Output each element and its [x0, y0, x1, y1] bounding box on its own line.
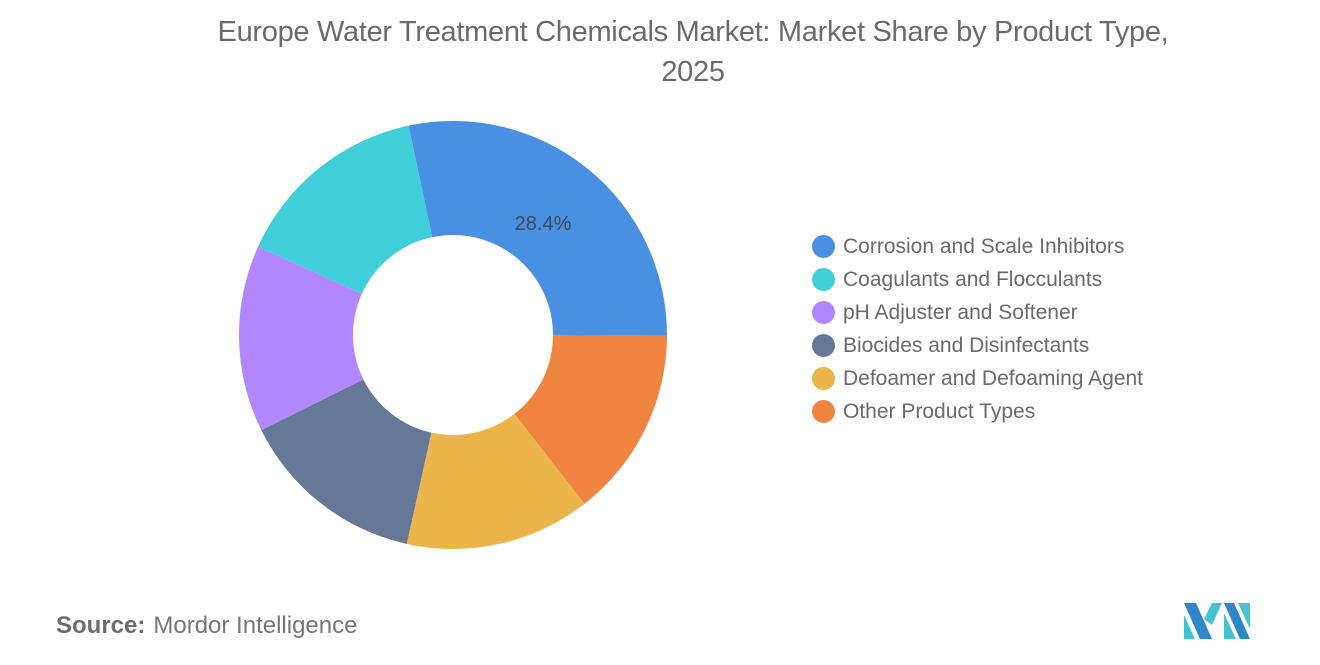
legend-label: Biocides and Disinfectants	[843, 333, 1090, 357]
legend-label: Other Product Types	[843, 399, 1036, 423]
legend-item-ph-adjuster[interactable]: pH Adjuster and Softener	[812, 296, 1143, 329]
slice-coagulants-and-flocculants[interactable]	[258, 125, 433, 294]
legend-dot-icon	[812, 367, 835, 390]
slice-defoamer-and-defoaming-agent[interactable]	[406, 413, 585, 549]
legend-label: pH Adjuster and Softener	[843, 300, 1078, 324]
legend-dot-icon	[812, 334, 835, 357]
legend-item-other[interactable]: Other Product Types	[812, 395, 1143, 428]
legend-item-corrosion[interactable]: Corrosion and Scale Inhibitors	[812, 230, 1143, 263]
source-value: Mordor Intelligence	[153, 612, 358, 639]
legend-item-coagulants[interactable]: Coagulants and Flocculants	[812, 263, 1143, 296]
slice-corrosion-and-scale-inhibitors[interactable]	[408, 121, 667, 336]
legend-item-defoamer[interactable]: Defoamer and Defoaming Agent	[812, 362, 1143, 395]
legend-dot-icon	[812, 268, 835, 291]
slice-biocides-and-disinfectants[interactable]	[261, 379, 432, 544]
legend-dot-icon	[812, 301, 835, 324]
slice-other-product-types[interactable]	[514, 335, 667, 504]
donut-slices	[239, 121, 667, 549]
chart-title-line1: Europe Water Treatment Chemicals Market:…	[217, 16, 1169, 48]
legend: Corrosion and Scale Inhibitors Coagulant…	[812, 230, 1143, 428]
legend-label: Corrosion and Scale Inhibitors	[843, 234, 1125, 258]
legend-item-biocides[interactable]: Biocides and Disinfectants	[812, 329, 1143, 362]
source-note: Source: Mordor Intelligence	[56, 612, 357, 640]
legend-label: Defoamer and Defoaming Agent	[843, 366, 1144, 390]
legend-label: Coagulants and Flocculants	[843, 267, 1103, 291]
chart-title-line2: 2025	[661, 56, 725, 88]
source-label: Source:	[56, 612, 146, 639]
slice-ph-adjuster-and-softener[interactable]	[239, 246, 364, 431]
mordor-intelligence-logo-icon	[1184, 603, 1250, 639]
legend-dot-icon	[812, 235, 835, 258]
chart-title: Europe Water Treatment Chemicals Market:…	[0, 12, 1320, 92]
legend-dot-icon	[812, 400, 835, 423]
data-label-corrosion: 28.4%	[515, 213, 572, 235]
